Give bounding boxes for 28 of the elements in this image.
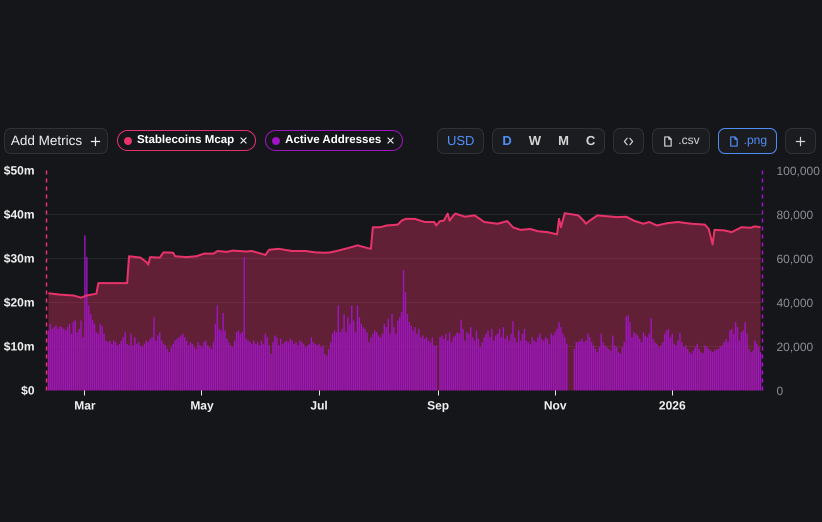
x-tick-label: Sep bbox=[427, 398, 450, 412]
y2-tick-label: 60,000 bbox=[776, 252, 814, 266]
text: C bbox=[586, 132, 596, 150]
text: W bbox=[528, 132, 542, 150]
x-tick-label: Jul bbox=[310, 398, 328, 412]
text: D bbox=[502, 132, 512, 150]
y2-tick-label: 80,000 bbox=[776, 208, 814, 222]
y-tick-label: $40m bbox=[4, 208, 35, 222]
y-tick-label: $10m bbox=[4, 340, 35, 354]
text: .png bbox=[744, 132, 767, 150]
x-tick-label: Mar bbox=[74, 398, 96, 412]
y-tick-label: $30m bbox=[4, 252, 35, 266]
legend-label: Active Addresses bbox=[285, 133, 382, 148]
y2-tick-label: 100,000 bbox=[776, 164, 820, 178]
x-tick-label: May bbox=[190, 398, 214, 412]
y-tick-label: $0 bbox=[21, 384, 35, 398]
text: .csv bbox=[678, 132, 700, 150]
legend-label: Stablecoins Mcap bbox=[137, 133, 234, 148]
text: USD bbox=[446, 132, 474, 150]
x-tick-label: Nov bbox=[544, 398, 567, 412]
y-tick-label: $20m bbox=[4, 296, 35, 310]
text: Add Metrics bbox=[10, 132, 82, 150]
y-tick-label: $50m bbox=[4, 164, 35, 178]
y2-tick-label: 20,000 bbox=[776, 340, 814, 354]
x-tick-label: 2026 bbox=[658, 398, 686, 412]
y2-tick-label: 0 bbox=[776, 384, 784, 398]
y2-tick-label: 40,000 bbox=[776, 296, 814, 310]
text: M bbox=[558, 132, 569, 150]
